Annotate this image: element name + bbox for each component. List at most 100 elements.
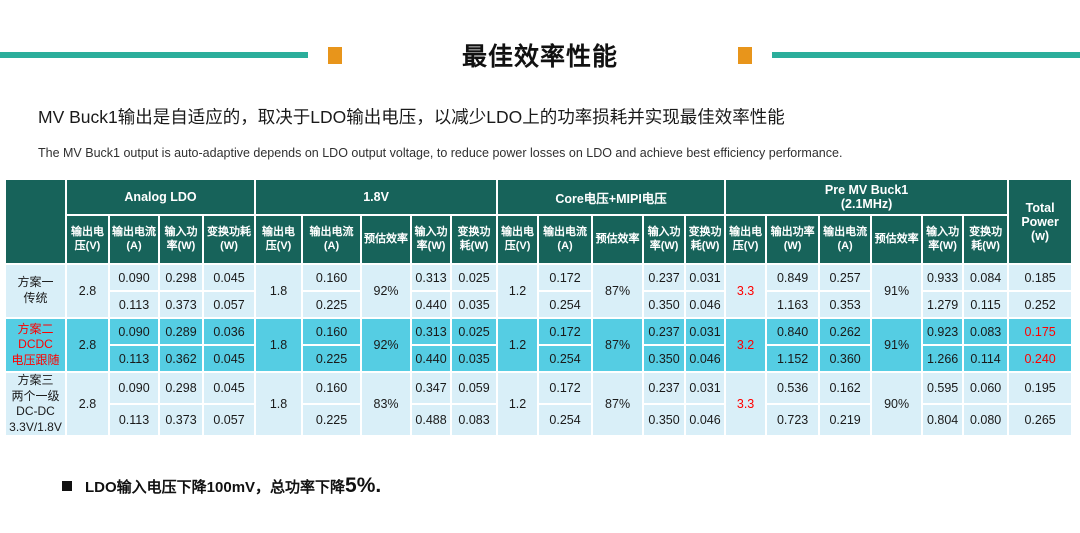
page-title: 最佳效率性能 (462, 43, 619, 71)
column-header-3: 变换功耗(W) (201, 214, 257, 265)
cell-ldo_i: 0.113 (108, 290, 160, 319)
column-header-14: 输出电压(V) (724, 214, 768, 265)
subtitle-chinese: MV Buck1输出是自适应的，取决于LDO输出电压，以减少LDO上的功率损耗并… (38, 107, 785, 127)
cell-ldo_i: 0.090 (108, 263, 160, 292)
cell-core_i: 0.172 (537, 263, 594, 292)
cell-i18: 0.225 (301, 344, 363, 373)
cell-ldo_v: 2.8 (65, 263, 110, 319)
footer-text: LDO输入电压下降100mV，总功率下降 (85, 479, 346, 496)
efficiency-table: Analog LDO 1.8V Core电压+MIPI电压 Pre MV Buc… (4, 178, 1074, 438)
cell-total: 0.175 (1007, 317, 1074, 346)
cell-buck_v: 3.3 (724, 263, 768, 319)
cell-buck_i: 0.219 (818, 403, 873, 438)
cell-label: 方案一 传统 (4, 263, 67, 319)
column-header-13: 变换功耗(W) (684, 214, 727, 265)
cell-core_i: 0.254 (537, 344, 594, 373)
column-header-8: 变换功耗(W) (450, 214, 499, 265)
title-band: 最佳效率性能 (0, 38, 1080, 72)
cell-buck_pout: 0.536 (765, 370, 821, 406)
corner-cell (4, 178, 67, 265)
cell-ldo_pin: 0.362 (158, 344, 204, 373)
cell-total: 0.185 (1007, 263, 1074, 292)
cell-buck_loss: 0.060 (962, 370, 1010, 406)
group-header-pre-mv-buck1: Pre MV Buck1 (2.1MHz) (724, 178, 1010, 216)
cell-buck_loss: 0.114 (962, 344, 1010, 373)
column-header-12: 输入功率(W) (642, 214, 687, 265)
cell-label: 方案二 DCDC 电压跟随 (4, 317, 67, 373)
cell-eff18: 92% (360, 263, 413, 319)
cell-buck_loss: 0.080 (962, 403, 1010, 438)
cell-v18: 1.8 (254, 317, 304, 373)
cell-ldo_pin: 0.373 (158, 403, 204, 438)
cell-ldo_loss: 0.045 (201, 344, 257, 373)
cell-buck_i: 0.262 (818, 317, 873, 346)
column-header-0: 输出电压(V) (65, 214, 110, 265)
cell-core_i: 0.254 (537, 403, 594, 438)
orange-square-right-icon (738, 46, 753, 64)
cell-buck_pin: 0.595 (921, 370, 965, 406)
cell-loss18: 0.083 (450, 403, 499, 438)
cell-core_loss: 0.046 (684, 344, 727, 373)
total-power-header: Total Power (w) (1007, 178, 1074, 265)
cell-core_pin: 0.237 (642, 263, 687, 292)
cell-ldo_loss: 0.036 (201, 317, 257, 346)
footer-emphasis: 5%. (345, 474, 382, 497)
cell-buck_i: 0.162 (818, 370, 873, 406)
cell-core_pin: 0.237 (642, 317, 687, 346)
cell-loss18: 0.035 (450, 290, 499, 319)
cell-total: 0.195 (1007, 370, 1074, 406)
cell-eff_core: 87% (591, 370, 645, 438)
cell-buck_pout: 0.723 (765, 403, 821, 438)
cell-pin18: 0.313 (410, 317, 453, 346)
group-header-core-mipi: Core电压+MIPI电压 (496, 178, 727, 216)
cell-ldo_loss: 0.045 (201, 370, 257, 406)
cell-i18: 0.160 (301, 317, 363, 346)
cell-buck_pin: 0.804 (921, 403, 965, 438)
cell-ldo_i: 0.113 (108, 344, 160, 373)
cell-buck_pout: 0.840 (765, 317, 821, 346)
cell-core_loss: 0.031 (684, 263, 727, 292)
cell-core_loss: 0.046 (684, 290, 727, 319)
cell-pin18: 0.347 (410, 370, 453, 406)
cell-pin18: 0.488 (410, 403, 453, 438)
cell-loss18: 0.035 (450, 344, 499, 373)
group-header-analog-ldo: Analog LDO (64, 178, 257, 216)
cell-ldo_i: 0.113 (108, 403, 160, 438)
cell-i18: 0.225 (301, 403, 363, 438)
cell-buck_loss: 0.115 (962, 290, 1010, 319)
cell-core_i: 0.172 (537, 370, 594, 406)
column-header-19: 变换功耗(W) (962, 214, 1010, 265)
cell-ldo_pin: 0.373 (158, 290, 204, 319)
cell-core_v: 1.2 (496, 317, 540, 373)
column-header-17: 预估效率 (870, 214, 924, 265)
bullet-square-icon (62, 481, 72, 491)
cell-core_loss: 0.031 (684, 317, 727, 346)
table-row: 方案三 两个一级 DC-DC 3.3V/1.8V 2.8 0.090 0.298 0.0… (4, 370, 1074, 438)
group-header-row: Analog LDO 1.8V Core电压+MIPI电压 Pre MV Buc… (4, 178, 1074, 265)
cell-label: 方案三 两个一级 DC-DC 3.3V/1.8V (4, 370, 67, 438)
cell-buck_loss: 0.083 (962, 317, 1010, 346)
cell-i18: 0.225 (301, 290, 363, 319)
cell-v18: 1.8 (254, 370, 304, 438)
orange-square-left-icon (328, 46, 342, 64)
cell-core_pin: 0.350 (642, 290, 687, 319)
column-header-1: 输出电流(A) (108, 214, 160, 265)
cell-eff_core: 87% (591, 263, 645, 319)
cell-ldo_loss: 0.057 (201, 403, 257, 438)
cell-i18: 0.160 (301, 370, 363, 406)
cell-ldo_v: 2.8 (65, 370, 110, 438)
column-header-9: 输出电压(V) (496, 214, 540, 265)
subtitle-english: The MV Buck1 output is auto-adaptive dep… (38, 146, 843, 160)
cell-buck_pout: 1.152 (765, 344, 821, 373)
column-header-10: 输出电流(A) (537, 214, 594, 265)
cell-v18: 1.8 (254, 263, 304, 319)
cell-core_i: 0.172 (537, 317, 594, 346)
column-header-2: 输入功率(W) (158, 214, 204, 265)
table-row: 方案二 DCDC 电压跟随 2.8 0.090 0.289 0.036 1.8 0.160 9… (4, 317, 1074, 373)
cell-total: 0.240 (1007, 344, 1074, 373)
cell-core_pin: 0.350 (642, 344, 687, 373)
teal-rule-right (772, 52, 1080, 58)
cell-eff18: 92% (360, 317, 413, 373)
cell-buck_loss: 0.084 (962, 263, 1010, 292)
